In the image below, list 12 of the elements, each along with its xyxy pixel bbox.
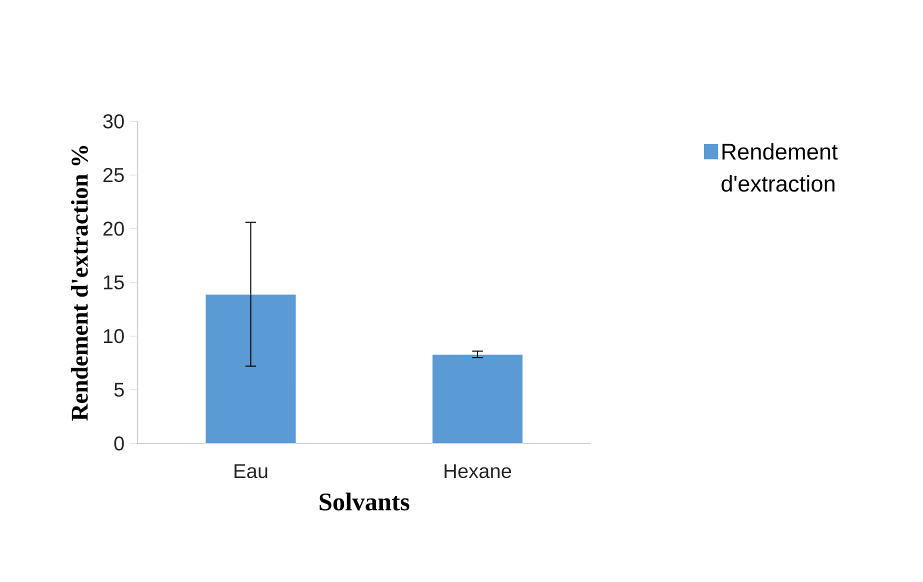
y-tick-label: 25 (103, 168, 124, 182)
x-tick-label: Eau (234, 464, 268, 478)
y-tick-label: 20 (103, 222, 124, 236)
y-tick-label: 15 (104, 276, 124, 290)
y-tick-label: 5 (114, 383, 124, 398)
y-axis-title: Rendement d'extraction % (70, 146, 88, 421)
y-tick-label: 10 (104, 329, 124, 344)
x-axis-title: Solvants (320, 492, 410, 511)
y-tick-label: 30 (103, 114, 124, 129)
legend-label: Rendement d'extraction (722, 143, 838, 192)
y-tick-label: 0 (114, 436, 124, 451)
x-tick-label: Hexane (444, 464, 512, 478)
